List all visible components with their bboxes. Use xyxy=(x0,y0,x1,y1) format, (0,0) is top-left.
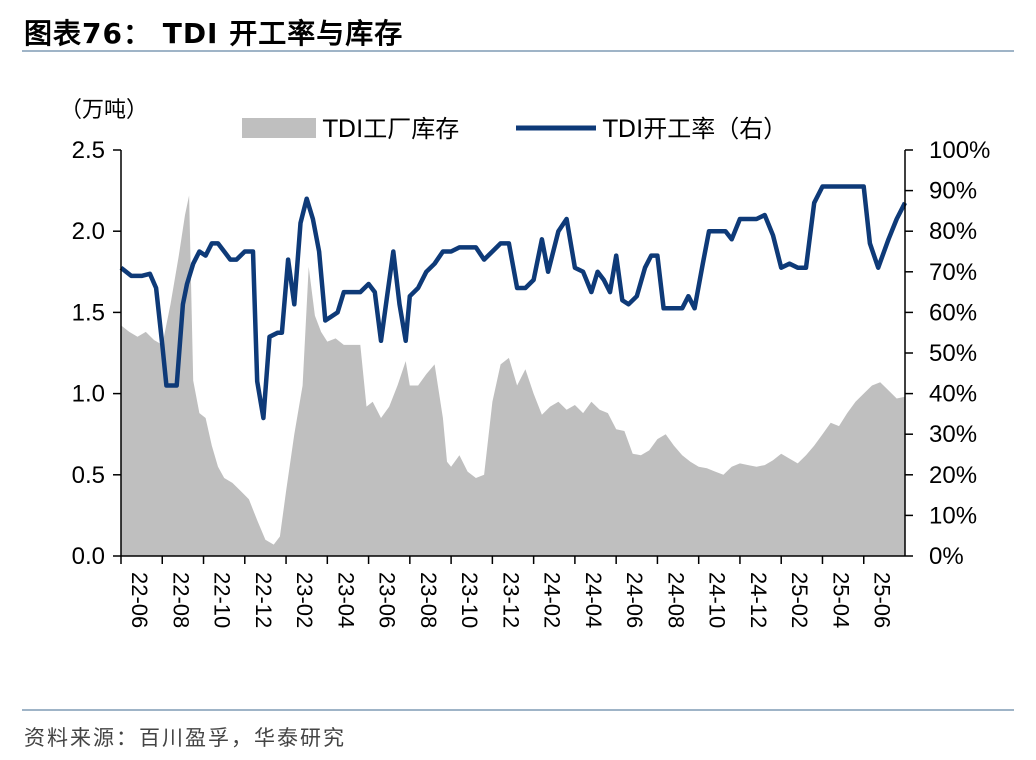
x-tick-label: 23-02 xyxy=(292,572,317,628)
series-line-utilization xyxy=(119,184,908,421)
x-tick-label: 25-04 xyxy=(828,572,853,628)
series-area-inventory xyxy=(121,195,905,556)
chart-title: 图表76： TDI 开工率与库存 xyxy=(24,17,404,50)
left-tick-label: 1.5 xyxy=(72,299,105,326)
x-tick-label: 24-04 xyxy=(581,572,606,628)
x-tick-label: 24-12 xyxy=(746,572,771,628)
legend-label-utilization: TDI开工率（右） xyxy=(602,115,787,143)
source-rule xyxy=(22,709,1014,711)
x-tick-label: 24-02 xyxy=(540,572,565,628)
x-tick-label: 23-08 xyxy=(416,572,441,628)
left-tick-label: 2.0 xyxy=(72,218,105,245)
plot-area xyxy=(119,184,908,556)
right-tick-label: 10% xyxy=(929,502,977,529)
x-tick-label: 24-08 xyxy=(663,572,688,628)
x-tick-label: 23-04 xyxy=(333,572,358,628)
x-tick-label: 22-06 xyxy=(127,572,152,628)
left-unit-label: （万吨） xyxy=(60,98,148,123)
title-rule xyxy=(22,50,1014,52)
x-tick-label: 24-06 xyxy=(622,572,647,628)
legend: TDI工厂库存 TDI开工率（右） xyxy=(242,115,787,143)
right-tick-label: 0% xyxy=(929,543,964,570)
right-tick-label: 80% xyxy=(929,218,977,245)
legend-swatch-inventory xyxy=(242,118,316,138)
x-tick-label: 22-08 xyxy=(168,572,193,628)
right-tick-label: 50% xyxy=(929,340,977,367)
right-tick-label: 20% xyxy=(929,462,977,489)
right-tick-label: 90% xyxy=(929,178,977,205)
source-note: 资料来源：百川盈孚，华泰研究 xyxy=(24,726,346,750)
x-tick-label: 25-06 xyxy=(870,572,895,628)
chart: 0.0 0.5 1.0 1.5 2.0 2.5 0% 10% 20% 30% 40% 50% 60% 70… xyxy=(60,98,991,628)
axes: 0.0 0.5 1.0 1.5 2.0 2.5 0% 10% 20% 30% 40% 50% 60% 70… xyxy=(72,137,991,628)
right-tick-label: 30% xyxy=(929,421,977,448)
right-tick-label: 70% xyxy=(929,259,977,286)
left-tick-label: 0.0 xyxy=(72,543,105,570)
x-tick-label: 24-10 xyxy=(705,572,730,628)
right-tick-label: 100% xyxy=(929,137,990,164)
x-tick-label: 22-12 xyxy=(251,572,276,628)
left-tick-label: 0.5 xyxy=(72,462,105,489)
legend-label-inventory: TDI工厂库存 xyxy=(322,115,459,143)
right-tick-label: 60% xyxy=(929,299,977,326)
x-tick-label: 23-12 xyxy=(498,572,523,628)
left-tick-label: 1.0 xyxy=(72,381,105,408)
x-tick-label: 22-10 xyxy=(210,572,235,628)
x-tick-label: 23-06 xyxy=(375,572,400,628)
x-tick-label: 23-10 xyxy=(457,572,482,628)
left-tick-label: 2.5 xyxy=(72,137,105,164)
x-tick-label: 25-02 xyxy=(787,572,812,628)
right-tick-label: 40% xyxy=(929,381,977,408)
